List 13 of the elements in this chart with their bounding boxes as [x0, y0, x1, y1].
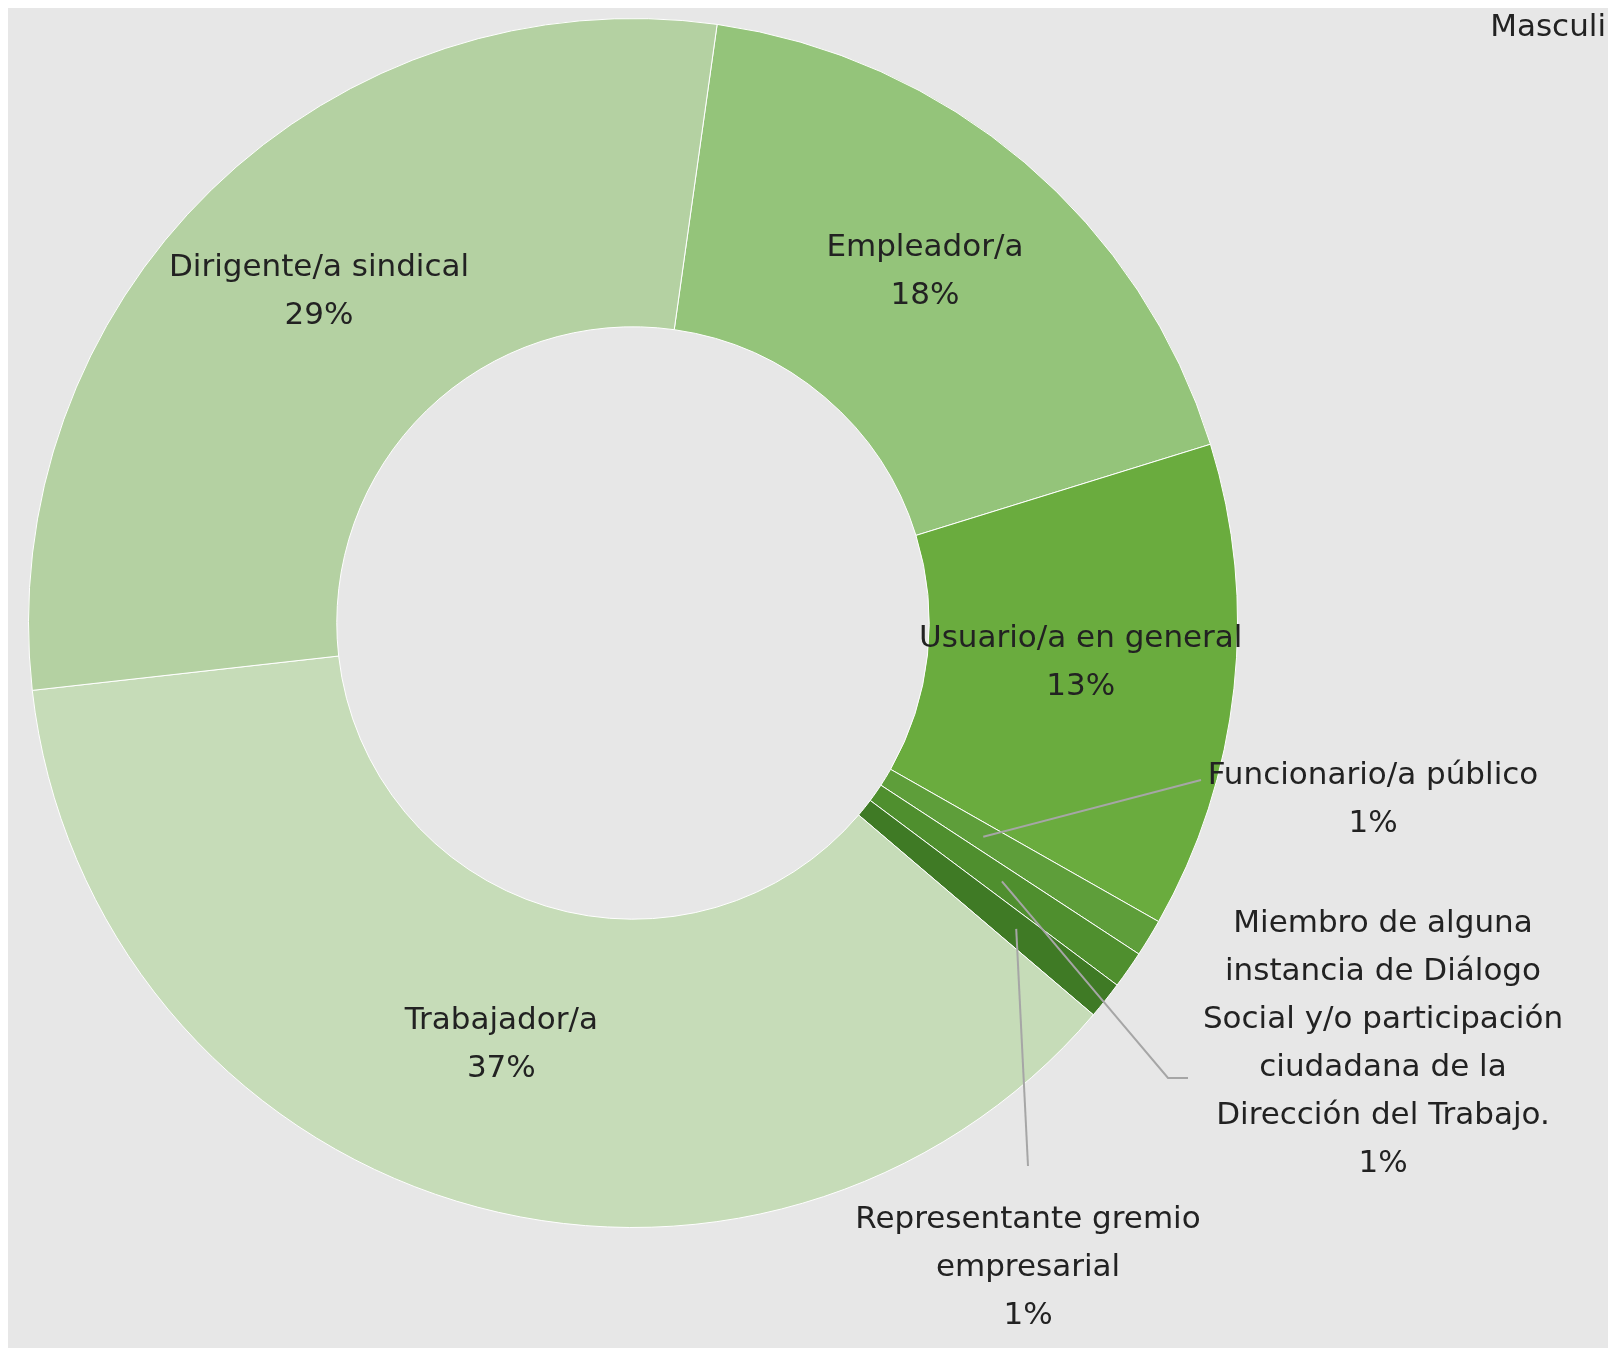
- data-label: 18%: [890, 274, 960, 311]
- text: Masculi: [1490, 6, 1606, 43]
- data-label: 13%: [1046, 666, 1116, 703]
- slice-label: Miembro de alguna instancia de Diálogo Social y/o participación ciudadana de la Dirección del Trabajo.: [1202, 902, 1564, 1131]
- data-label: 1%: [1358, 1142, 1408, 1179]
- slice-label: Empleador/a: [826, 226, 1024, 263]
- slice-label: Representante gremio empresarial: [855, 1198, 1201, 1283]
- data-label: 1%: [1348, 802, 1398, 839]
- slice-label: Trabajador/a: [403, 1000, 598, 1037]
- data-label: 29%: [284, 294, 354, 331]
- data-label: 1%: [1003, 1294, 1053, 1331]
- data-label: 37%: [466, 1048, 536, 1085]
- slice-label: Dirigente/a sindical: [168, 246, 470, 283]
